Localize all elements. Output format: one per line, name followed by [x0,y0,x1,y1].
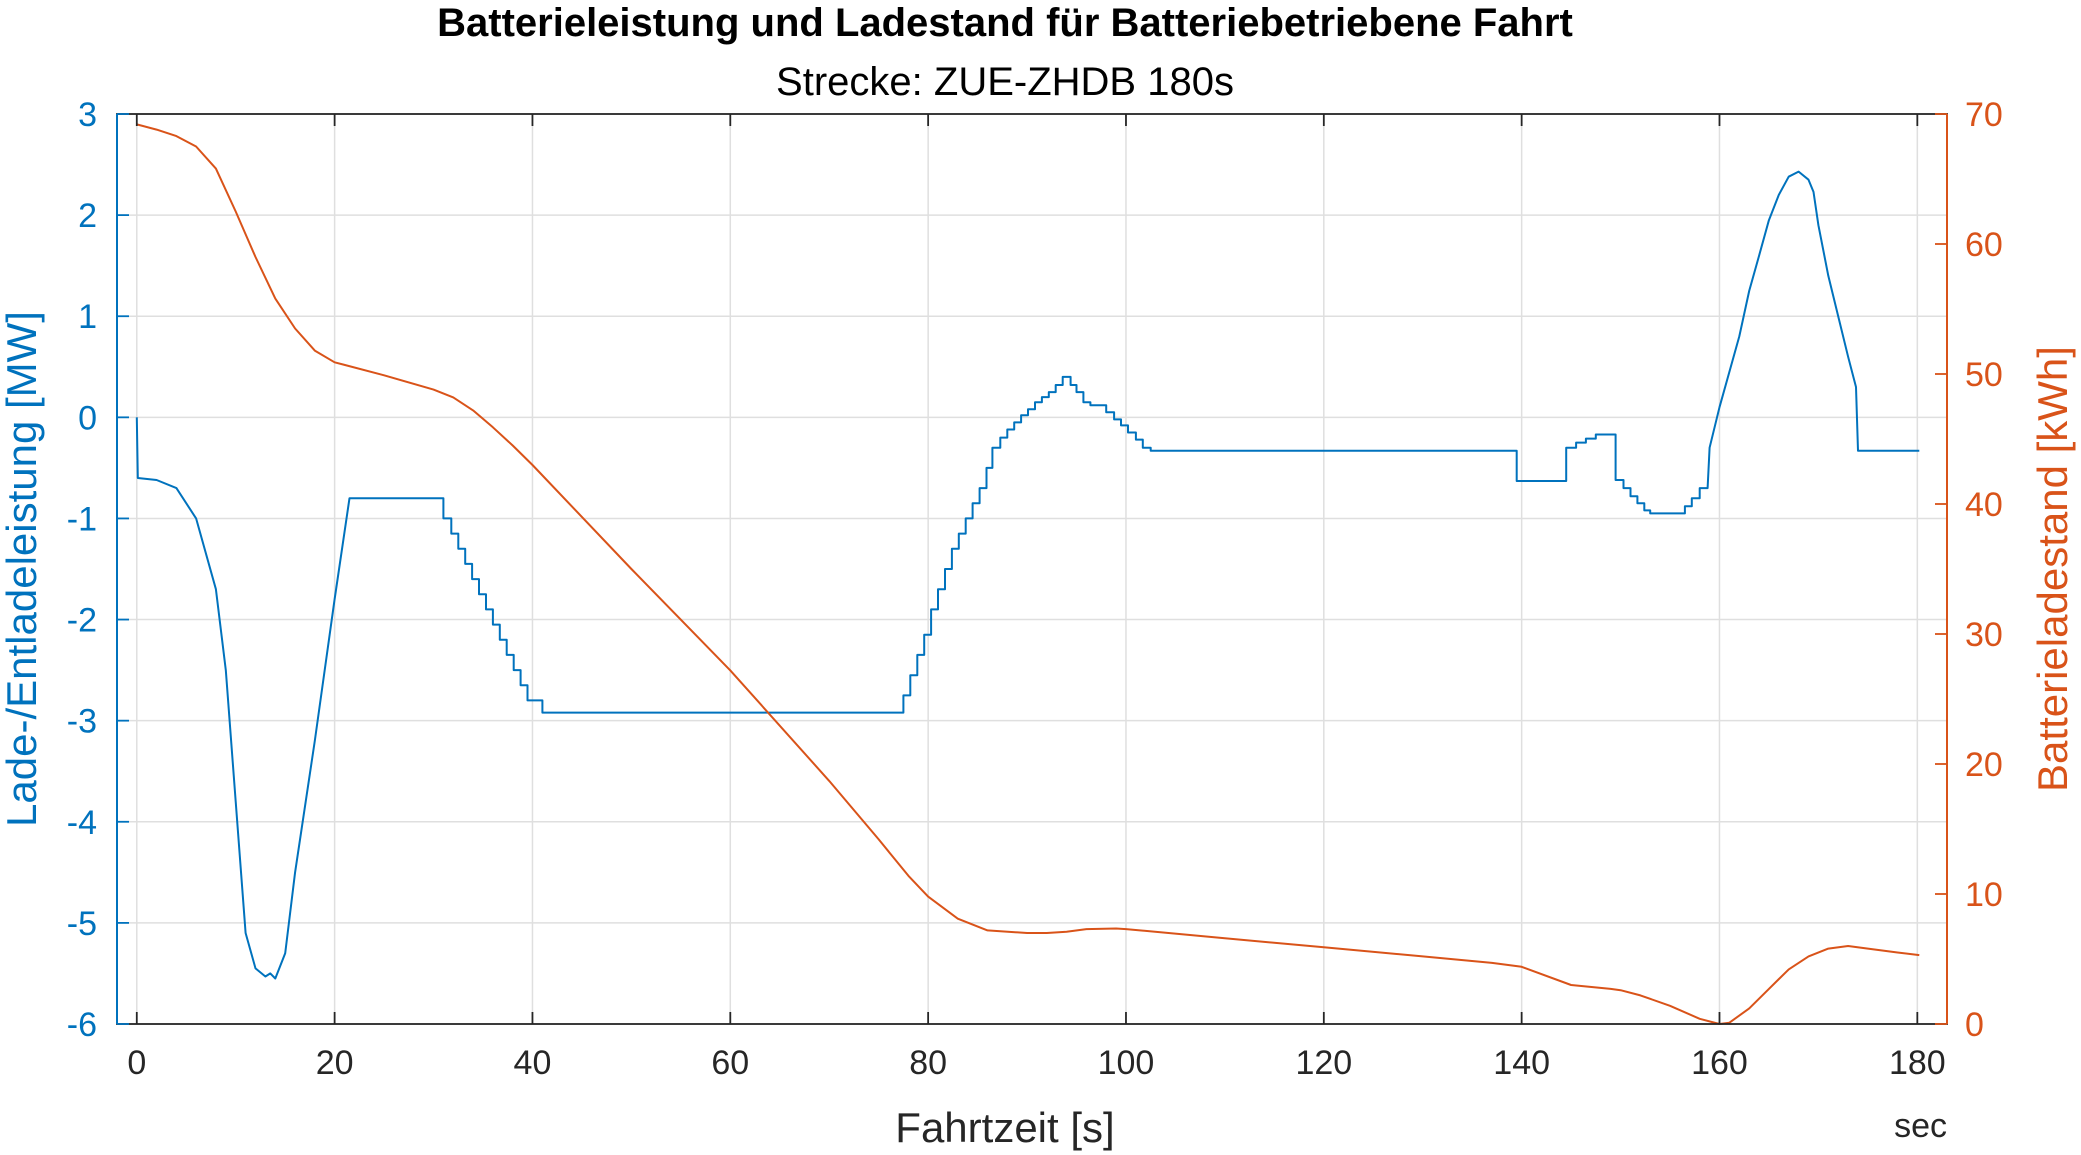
left-y-tick-label: -2 [67,602,97,640]
left-y-tick-label: 3 [78,96,97,134]
left-y-tick-label: -6 [67,1006,97,1044]
left-y-tick-label: 2 [78,197,97,235]
right-y-tick-label: 0 [1965,1006,1984,1044]
left-y-tick-label: 1 [78,298,97,336]
left-y-tick-label: -5 [67,905,97,943]
left-y-tick-label: -1 [67,500,97,538]
right-y-tick-label: 50 [1965,356,2003,394]
series-layer [135,123,1920,1025]
x-tick-label: 20 [316,1044,354,1082]
x-axis-unit-label: sec [1894,1107,1947,1145]
x-tick-label: 140 [1493,1044,1550,1082]
x-tick-label: 0 [127,1044,146,1082]
right-y-axis-label: Batterieladestand [kWh] [2029,346,2076,792]
battery-power-line [135,170,1920,980]
left-y-tick-label: 0 [78,399,97,437]
left-y-tick-label: -4 [67,804,97,842]
right-y-tick-label: 20 [1965,746,2003,784]
chart-subtitle: Strecke: ZUE-ZHDB 180s [776,60,1234,104]
x-tick-label: 180 [1889,1044,1946,1082]
x-tick-label: 120 [1295,1044,1352,1082]
chart-title: Batterieleistung und Ladestand für Batte… [437,1,1573,45]
x-tick-label: 60 [711,1044,749,1082]
right-y-tick-label: 60 [1965,226,2003,264]
x-tick-label: 160 [1691,1044,1748,1082]
left-y-tick-label: -3 [67,703,97,741]
battery-charge-line [136,123,1920,1025]
right-y-tick-label: 40 [1965,486,2003,524]
ticks: 0 20 40 60 80 100 120 140 160 180-6-5-4-3-2-10123… [67,96,2003,1082]
x-axis-label: Fahrtzeit [s] [895,1104,1114,1151]
grid [117,113,1947,1025]
left-y-axis-label: Lade-/Entladeleistung [MW] [0,311,45,827]
x-tick-label: 40 [514,1044,552,1082]
plot-area-frame [116,113,1948,1025]
x-tick-label: 100 [1098,1044,1155,1082]
right-y-tick-label: 70 [1965,96,2003,134]
right-y-tick-label: 10 [1965,876,2003,914]
right-y-tick-label: 30 [1965,616,2003,654]
x-tick-label: 80 [909,1044,947,1082]
